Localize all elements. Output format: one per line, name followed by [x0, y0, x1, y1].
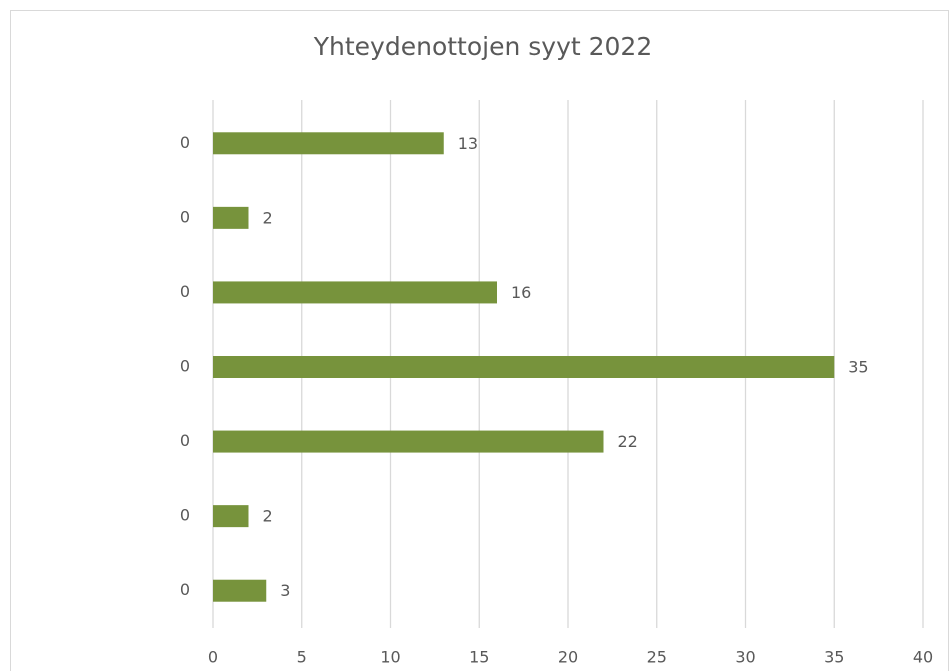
x-tick-label: 25 — [647, 648, 667, 667]
data-label: 22 — [618, 432, 638, 451]
x-tick-label: 20 — [558, 648, 578, 667]
x-tick-label: 40 — [913, 648, 933, 667]
chart-title: Yhteydenottojen syyt 2022 — [313, 32, 653, 61]
bar — [213, 132, 444, 155]
x-tick-label: 30 — [735, 648, 755, 667]
x-tick-label: 0 — [208, 648, 218, 667]
y-tick-label: 0 — [180, 133, 190, 152]
y-tick-label: 0 — [180, 207, 190, 226]
bar — [213, 206, 249, 229]
y-tick-label: 0 — [180, 357, 190, 376]
x-tick-label: 10 — [380, 648, 400, 667]
bar — [213, 430, 604, 453]
bar — [213, 281, 497, 304]
x-tick-label: 35 — [824, 648, 844, 667]
data-label: 3 — [280, 581, 290, 600]
bar — [213, 505, 249, 528]
y-tick-label: 0 — [180, 580, 190, 599]
data-label: 35 — [848, 358, 868, 377]
x-tick-label: 15 — [469, 648, 489, 667]
data-label: 2 — [263, 507, 273, 526]
y-tick-label: 0 — [180, 282, 190, 301]
data-label: 13 — [458, 134, 478, 153]
data-label: 16 — [511, 283, 531, 302]
data-label: 2 — [263, 208, 273, 227]
y-tick-label: 0 — [180, 431, 190, 450]
bar — [213, 356, 835, 378]
y-tick-label: 0 — [180, 506, 190, 525]
bar — [213, 579, 267, 602]
x-tick-label: 5 — [297, 648, 307, 667]
